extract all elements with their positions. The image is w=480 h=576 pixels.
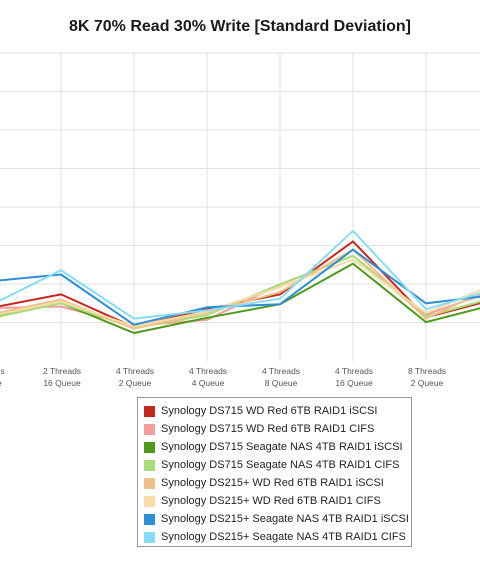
legend-item[interactable]: Synology DS215+ Seagate NAS 4TB RAID1 iS…: [144, 510, 409, 528]
legend-swatch: [144, 405, 155, 417]
x-tick-label: 16 Queue: [335, 378, 373, 388]
legend-item[interactable]: Synology DS715 WD Red 6TB RAID1 CIFS: [144, 420, 405, 438]
legend-swatch: [144, 495, 155, 507]
series-lines: [0, 229, 480, 334]
legend-swatch: [144, 423, 155, 435]
legend-label: Synology DS715 WD Red 6TB RAID1 CIFS: [161, 423, 375, 435]
series-line: [0, 240, 480, 329]
x-tick-label: 4 Threads: [335, 366, 373, 376]
grid: [0, 52, 480, 361]
legend-label: Synology DS715 Seagate NAS 4TB RAID1 CIF…: [161, 459, 400, 471]
x-tick-label: Threads: [0, 366, 5, 376]
series-line: [0, 262, 480, 334]
chart-title: 8K 70% Read 30% Write [Standard Deviatio…: [68, 18, 412, 35]
legend-swatch: [144, 513, 155, 525]
x-axis-ticks: Threads Queue 2 Threads 16 Queue 4 Threads 2 …: [0, 366, 446, 388]
series-line: [0, 248, 480, 326]
legend-label: Synology DS215+ Seagate NAS 4TB RAID1 iS…: [161, 513, 409, 525]
x-tick-label: Queue: [0, 378, 2, 388]
x-tick-label: 2 Queue: [119, 378, 152, 388]
line-chart: Threads Queue 2 Threads 16 Queue 4 Threads 2 …: [0, 52, 480, 388]
series-line: [0, 258, 480, 328]
legend-swatch: [144, 477, 155, 489]
x-tick-label: 2 Queue: [411, 378, 444, 388]
x-tick-label: 16 Queue: [43, 378, 81, 388]
legend-label: Synology DS715 WD Red 6TB RAID1 iSCSI: [161, 405, 378, 417]
legend-swatch: [144, 531, 155, 543]
legend-item[interactable]: Synology DS715 Seagate NAS 4TB RAID1 iSC…: [144, 438, 405, 456]
legend-label: Synology DS215+ WD Red 6TB RAID1 CIFS: [161, 495, 381, 507]
x-tick-label: 4 Queue: [192, 378, 225, 388]
series-line: [0, 229, 480, 320]
x-tick-label: 8 Queue: [265, 378, 298, 388]
x-tick-label: 4 Threads: [262, 366, 300, 376]
legend-swatch: [144, 459, 155, 471]
x-tick-label: 4 Threads: [189, 366, 227, 376]
legend-item[interactable]: Synology DS215+ Seagate NAS 4TB RAID1 CI…: [144, 528, 406, 546]
x-tick-label: 2 Threads: [43, 366, 81, 376]
legend: Synology DS715 WD Red 6TB RAID1 iSCSI Syn…: [137, 397, 412, 547]
legend-item[interactable]: Synology DS715 Seagate NAS 4TB RAID1 CIF…: [144, 456, 405, 474]
legend-label: Synology DS715 Seagate NAS 4TB RAID1 iSC…: [161, 441, 403, 453]
legend-item[interactable]: Synology DS215+ WD Red 6TB RAID1 iSCSI: [144, 474, 405, 492]
x-tick-label: 8 Threads: [408, 366, 446, 376]
legend-label: Synology DS215+ Seagate NAS 4TB RAID1 CI…: [161, 531, 406, 543]
legend-swatch: [144, 441, 155, 453]
x-tick-label: 4 Threads: [116, 366, 154, 376]
legend-item[interactable]: Synology DS215+ WD Red 6TB RAID1 CIFS: [144, 492, 405, 510]
legend-item[interactable]: Synology DS715 WD Red 6TB RAID1 iSCSI: [144, 402, 405, 420]
legend-label: Synology DS215+ WD Red 6TB RAID1 iSCSI: [161, 477, 384, 489]
